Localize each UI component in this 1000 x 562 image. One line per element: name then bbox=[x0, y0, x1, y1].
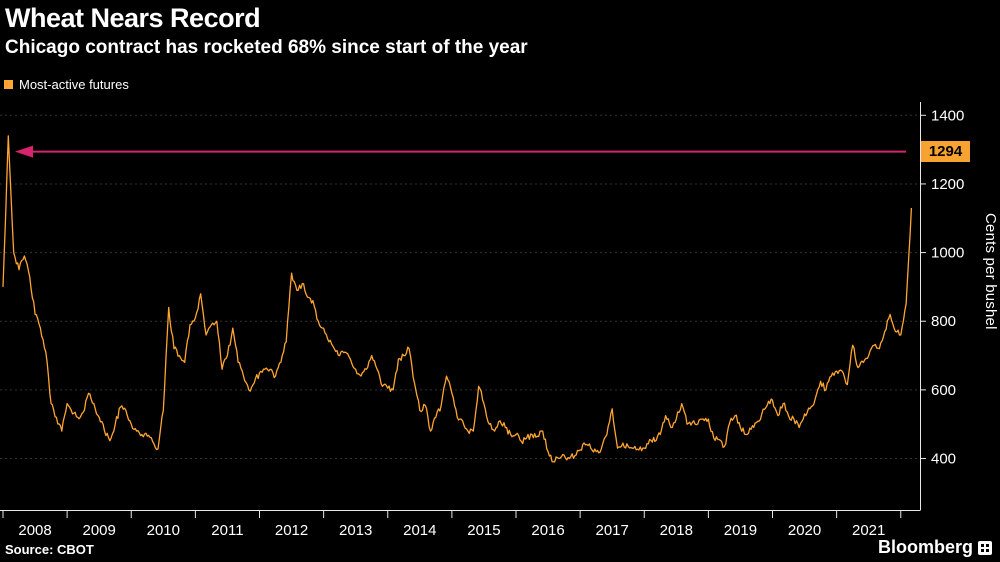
page-subtitle: Chicago contract has rocketed 68% since … bbox=[5, 37, 528, 58]
svg-text:2016: 2016 bbox=[531, 522, 564, 539]
svg-text:2013: 2013 bbox=[339, 522, 372, 539]
source-note: Source: CBOT bbox=[5, 542, 94, 557]
svg-text:400: 400 bbox=[931, 451, 956, 468]
page-title: Wheat Nears Record bbox=[5, 3, 261, 33]
svg-text:2009: 2009 bbox=[83, 522, 116, 539]
bloomberg-logo: Bloomberg bbox=[878, 537, 992, 558]
svg-text:1400: 1400 bbox=[931, 107, 964, 124]
legend: Most-active futures bbox=[4, 77, 129, 92]
svg-text:2010: 2010 bbox=[147, 522, 180, 539]
svg-text:2018: 2018 bbox=[660, 522, 693, 539]
latest-price-badge: 1294 bbox=[921, 140, 970, 162]
svg-text:600: 600 bbox=[931, 382, 956, 399]
svg-text:2008: 2008 bbox=[18, 522, 51, 539]
svg-text:1200: 1200 bbox=[931, 176, 964, 193]
svg-text:2017: 2017 bbox=[596, 522, 629, 539]
legend-label: Most-active futures bbox=[19, 77, 129, 92]
svg-text:2011: 2011 bbox=[211, 522, 243, 539]
bloomberg-wordmark: Bloomberg bbox=[877, 537, 973, 557]
svg-text:1000: 1000 bbox=[931, 245, 964, 262]
y-axis-title: Cents per bushel bbox=[982, 213, 999, 330]
svg-text:2015: 2015 bbox=[467, 522, 500, 539]
svg-text:2020: 2020 bbox=[788, 522, 821, 539]
legend-swatch-icon bbox=[4, 80, 13, 89]
svg-text:800: 800 bbox=[931, 313, 956, 330]
svg-text:2019: 2019 bbox=[724, 522, 757, 539]
svg-text:2021: 2021 bbox=[852, 522, 885, 539]
bloomberg-logo-icon bbox=[978, 540, 992, 555]
svg-text:2012: 2012 bbox=[275, 522, 308, 539]
svg-text:2014: 2014 bbox=[403, 522, 436, 539]
